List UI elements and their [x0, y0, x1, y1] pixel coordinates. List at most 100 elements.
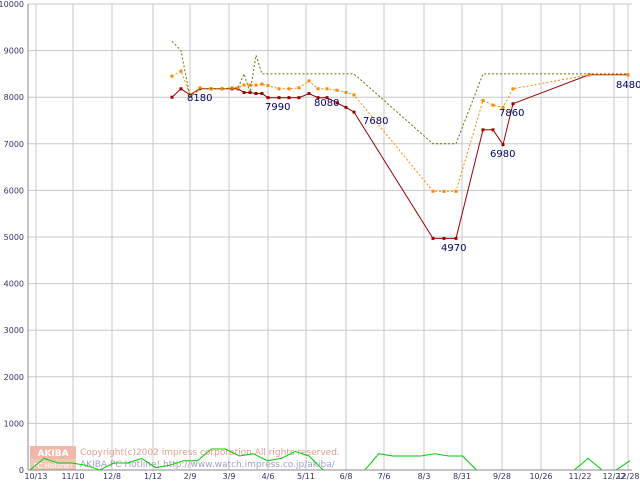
data-label: 6980	[490, 149, 515, 160]
x-tick-label: 9/28	[493, 472, 511, 480]
data-point	[352, 93, 356, 97]
y-tick-label: 2000	[4, 373, 24, 382]
series-line-1	[171, 70, 628, 192]
grid-lines	[28, 3, 632, 471]
x-tick-label: 11/10	[61, 472, 84, 480]
data-point	[170, 74, 174, 78]
data-point	[254, 91, 258, 95]
x-tick-label: 3/9	[223, 472, 236, 480]
y-tick-label: 3000	[4, 326, 24, 335]
data-point	[170, 95, 174, 99]
akiba-logo-top-box	[30, 446, 76, 459]
x-tick-label: 7/6	[378, 472, 391, 480]
x-tick-label: 10/13	[24, 472, 47, 480]
data-point	[297, 86, 301, 90]
data-point	[501, 105, 505, 109]
y-tick-label: 6000	[4, 186, 24, 195]
data-point	[344, 91, 348, 95]
data-point	[188, 93, 192, 97]
data-point	[344, 105, 348, 109]
data-point	[481, 98, 485, 102]
y-tick-label: 5000	[4, 233, 24, 242]
x-tick-label: 8/31	[453, 472, 471, 480]
data-point	[316, 96, 320, 100]
data-point	[236, 86, 240, 90]
data-point	[335, 88, 339, 92]
data-point	[198, 86, 202, 90]
data-point	[266, 96, 270, 100]
data-point	[442, 236, 446, 240]
y-tick-label: 1000	[4, 419, 24, 428]
x-tick-label: 1/12	[144, 472, 162, 480]
akiba-logo-bottom-box	[30, 459, 76, 470]
data-point	[626, 73, 630, 77]
x-tick-label: 12/28	[616, 472, 639, 480]
x-tick-label: 10/26	[529, 472, 552, 480]
data-point	[431, 236, 435, 240]
site-url-text: AKIBA PC Hotline! http://www.watch.impre…	[80, 460, 336, 470]
data-point	[179, 87, 183, 91]
x-tick-label: 2/9	[184, 472, 197, 480]
data-label: 4970	[441, 243, 466, 254]
data-point	[454, 189, 458, 193]
data-label: 7990	[265, 102, 290, 113]
data-point	[307, 91, 311, 95]
data-point	[260, 91, 264, 95]
data-point	[242, 91, 246, 95]
data-point	[260, 82, 264, 86]
data-labels: 8180 7990 8080 7680 4970 6980 7860 8480	[187, 80, 640, 254]
x-tick-label: 12/22	[602, 472, 625, 480]
watermark: AKIBA PC Hotline! Copyright(c)2002 impre…	[30, 446, 340, 470]
x-tick-label: 8/3	[418, 472, 431, 480]
copyright-text: Copyright(c)2002 impress corporation All…	[80, 448, 340, 458]
data-point	[431, 189, 435, 193]
data-point	[179, 69, 183, 73]
data-point	[442, 189, 446, 193]
data-point	[335, 101, 339, 105]
data-point	[287, 87, 291, 91]
data-point	[266, 84, 270, 88]
data-point	[277, 87, 281, 91]
data-label: 8480	[616, 80, 640, 91]
data-point	[220, 87, 224, 91]
data-point	[501, 143, 505, 147]
data-point	[325, 96, 329, 100]
data-label: 7860	[499, 108, 524, 119]
data-point	[277, 96, 281, 100]
akiba-logo-bottom: PC Hotline!	[33, 462, 72, 470]
x-tick-label: 4/6	[262, 472, 275, 480]
series-line-0	[171, 74, 628, 239]
data-point	[316, 87, 320, 91]
data-point	[297, 96, 301, 100]
data-point	[352, 110, 356, 114]
data-point	[307, 79, 311, 83]
data-point	[511, 87, 515, 91]
akiba-logo-top: AKIBA	[37, 449, 68, 459]
data-point	[254, 83, 258, 87]
y-tick-label: 10000	[0, 0, 24, 9]
x-tick-label: 12/8	[103, 472, 121, 480]
data-point	[511, 102, 515, 106]
x-tick-label: 5/11	[297, 472, 315, 480]
data-point	[287, 96, 291, 100]
y-tick-label: 7000	[4, 140, 24, 149]
data-point	[454, 236, 458, 240]
x-tick-label: 11/22	[568, 472, 591, 480]
data-point	[325, 87, 329, 91]
data-label: 7680	[363, 116, 388, 127]
data-point	[491, 103, 495, 107]
data-label: 8180	[187, 93, 212, 104]
y-tick-label: 8000	[4, 93, 24, 102]
y-tick-label: 0	[19, 466, 24, 475]
data-point	[481, 128, 485, 132]
series-line-2	[171, 40, 628, 145]
y-tick-label: 4000	[4, 280, 24, 289]
data-point	[491, 128, 495, 132]
x-tick-label: 6/8	[340, 472, 353, 480]
data-point	[242, 83, 246, 87]
data-point	[587, 73, 591, 77]
data-label: 8080	[314, 98, 339, 109]
